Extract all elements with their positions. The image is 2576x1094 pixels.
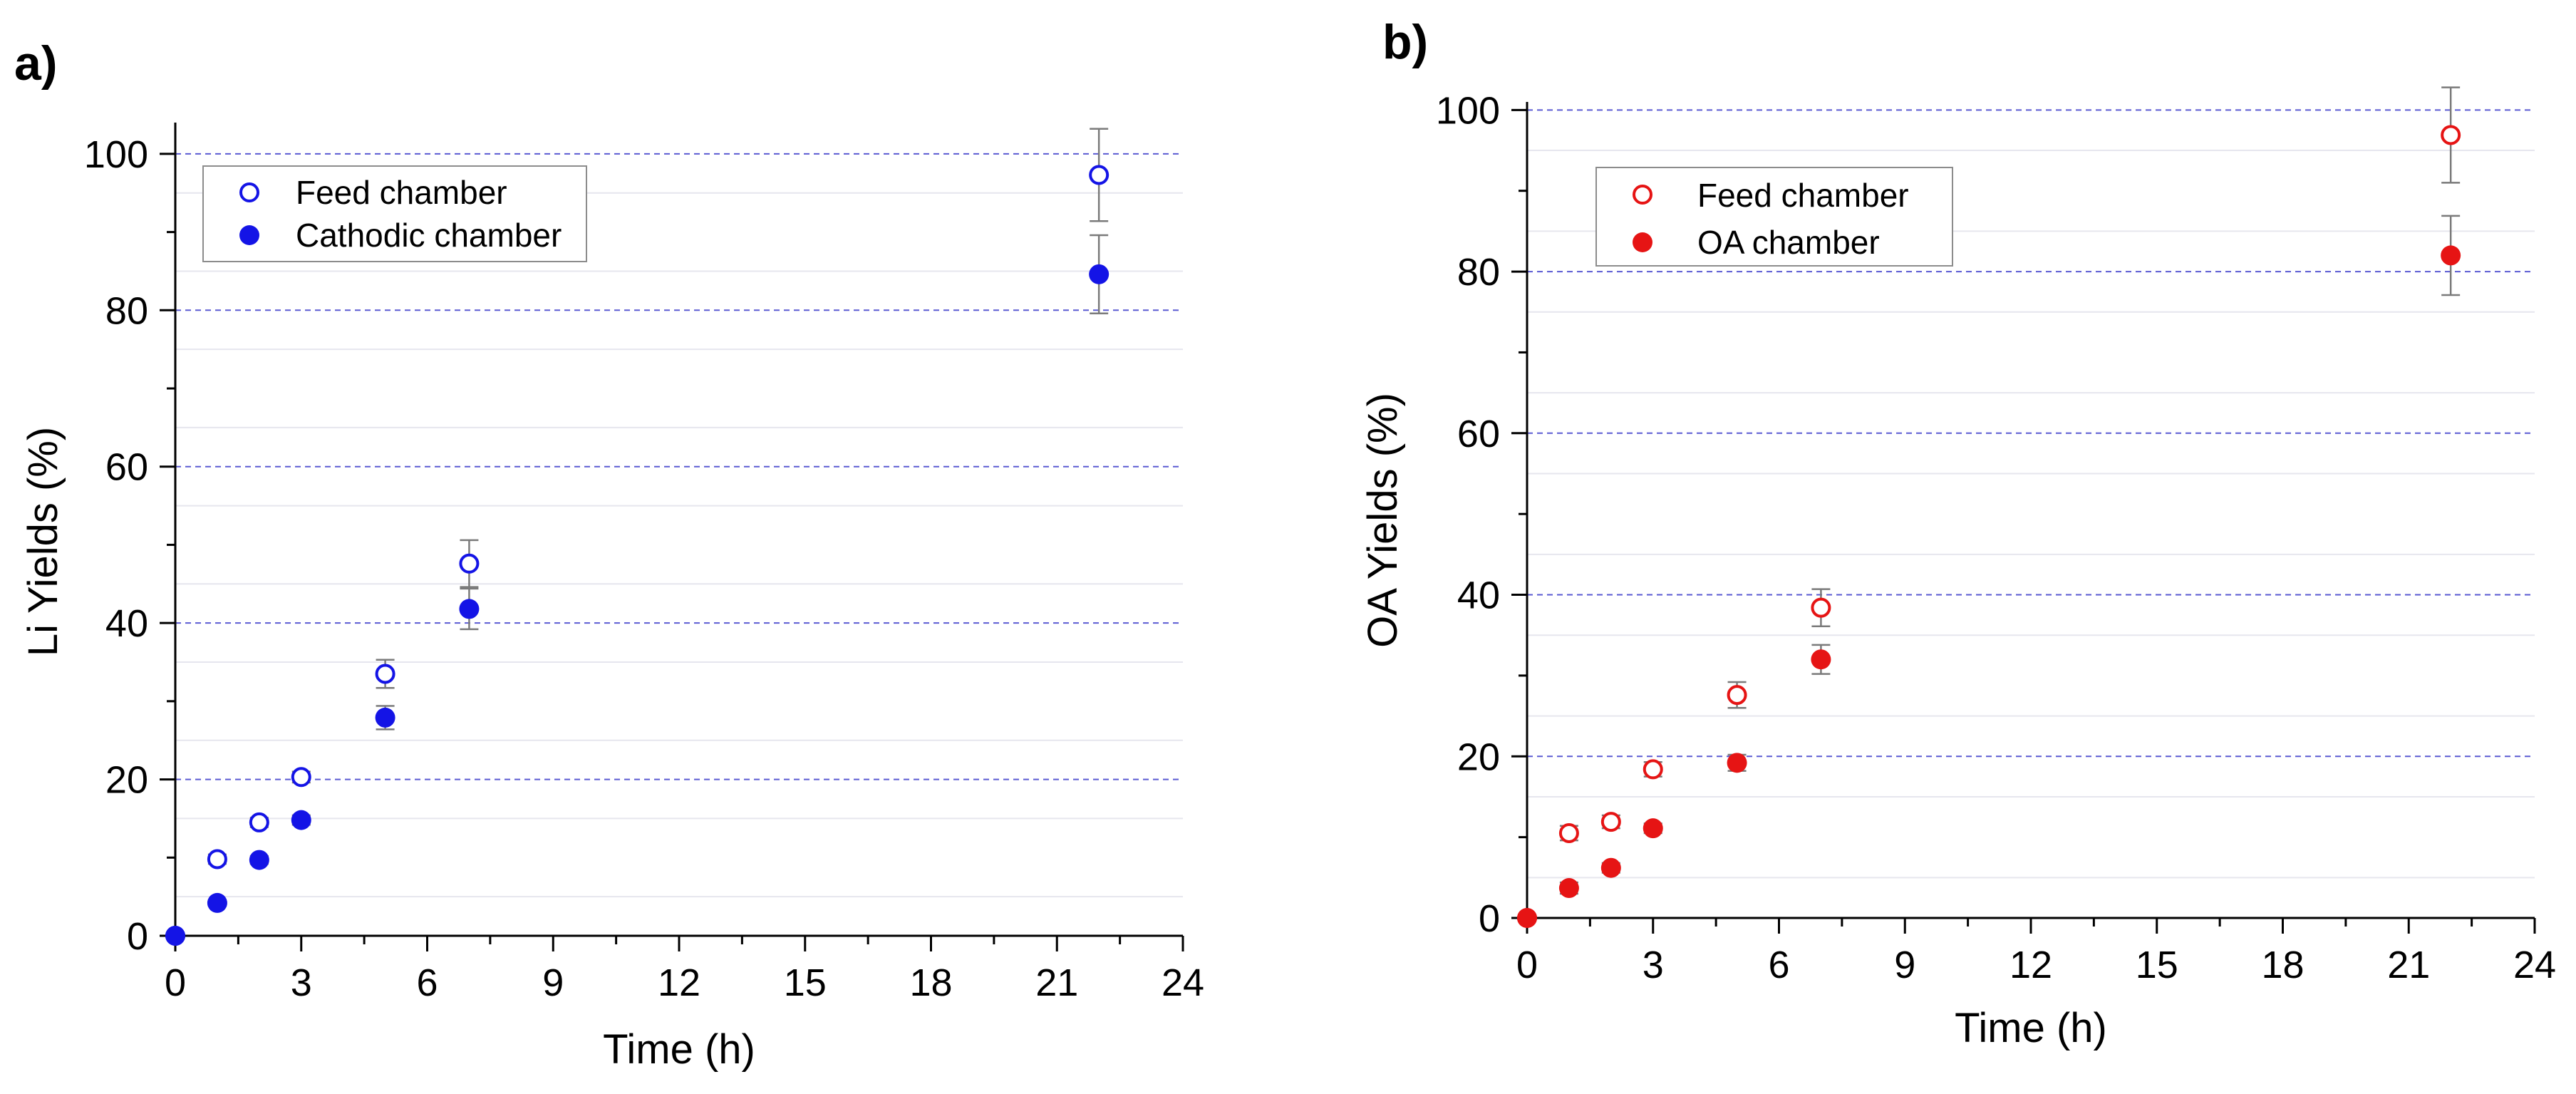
legend-label-feed-a: Feed chamber bbox=[296, 174, 507, 211]
legend-label-oa-b: OA chamber bbox=[1697, 224, 1880, 261]
x-tick-label-a: 24 bbox=[1162, 961, 1204, 1004]
data-point-second-a bbox=[375, 707, 395, 728]
data-point-second-b bbox=[1558, 878, 1579, 899]
data-point-second-a bbox=[165, 926, 185, 946]
ticks-b: 0 20 40 60 80 100 0 3 6 9 12 15 18 21 24 bbox=[1436, 89, 2556, 986]
ticks-a: 0 20 40 60 80 100 0 3 6 9 12 15 18 21 24 bbox=[84, 133, 1204, 1004]
y-tick-label-b: 60 bbox=[1457, 413, 1500, 455]
x-axis-title-a: Time (h) bbox=[603, 1026, 755, 1073]
y-tick-label-a: 80 bbox=[105, 289, 148, 332]
data-point-feed-b bbox=[1643, 759, 1663, 780]
x-tick-label-b: 3 bbox=[1643, 944, 1664, 986]
x-tick-label-b: 18 bbox=[2261, 944, 2304, 986]
data-point-second-b bbox=[1600, 857, 1621, 878]
legend-label-feed-b: Feed chamber bbox=[1697, 177, 1909, 214]
y-tick-label-a: 0 bbox=[127, 915, 148, 958]
y-tick-label-b: 100 bbox=[1436, 89, 1500, 132]
x-tick-label-a: 18 bbox=[909, 961, 952, 1004]
series-a bbox=[165, 128, 1109, 946]
data-point-feed-b bbox=[1558, 822, 1579, 843]
legend-a: Feed chamber Cathodic chamber bbox=[202, 165, 587, 262]
data-point-second-a bbox=[291, 810, 311, 830]
legend-box-a bbox=[202, 165, 587, 262]
x-tick-label-b: 6 bbox=[1768, 944, 1789, 986]
x-axis-title-b: Time (h) bbox=[1955, 1005, 2107, 1051]
y-tick-label-b: 80 bbox=[1457, 251, 1500, 294]
legend-marker-feed-b bbox=[1633, 185, 1652, 205]
data-point-second-a bbox=[1089, 264, 1109, 284]
data-point-second-b bbox=[2441, 245, 2461, 266]
x-tick-label-b: 0 bbox=[1516, 944, 1538, 986]
data-point-feed-b bbox=[2441, 125, 2461, 145]
chart-panel-b: b) 0 20 40 60 80 100 0 3 6 9 12 15 18 21 24 Time (h) O… bbox=[1360, 15, 2556, 1051]
grid-b bbox=[1527, 109, 2535, 879]
data-point-feed-a bbox=[291, 767, 311, 788]
x-tick-label-b: 12 bbox=[2009, 944, 2052, 986]
data-point-second-b bbox=[1517, 908, 1537, 928]
legend-marker-feed-a bbox=[239, 182, 259, 202]
x-tick-label-a: 9 bbox=[542, 961, 564, 1004]
panel-label-a: a) bbox=[14, 36, 57, 91]
x-tick-label-a: 21 bbox=[1035, 961, 1078, 1004]
data-point-second-a bbox=[459, 599, 480, 619]
y-tick-label-a: 100 bbox=[84, 133, 148, 176]
legend-b: Feed chamber OA chamber bbox=[1595, 167, 1953, 267]
legend-box-b bbox=[1595, 167, 1953, 267]
data-point-second-a bbox=[207, 892, 227, 913]
x-tick-label-b: 24 bbox=[2513, 944, 2556, 986]
data-point-feed-b bbox=[1600, 812, 1621, 832]
y-tick-label-b: 0 bbox=[1479, 897, 1500, 940]
data-point-second-a bbox=[249, 850, 269, 870]
y-tick-label-a: 40 bbox=[105, 602, 148, 645]
x-tick-label-a: 6 bbox=[416, 961, 438, 1004]
series-b bbox=[1517, 86, 2461, 928]
y-tick-label-a: 20 bbox=[105, 759, 148, 802]
data-point-feed-a bbox=[459, 553, 480, 574]
data-point-feed-a bbox=[1089, 165, 1109, 185]
data-point-second-b bbox=[1727, 753, 1747, 773]
x-tick-label-b: 15 bbox=[2136, 944, 2178, 986]
y-tick-label-b: 20 bbox=[1457, 736, 1500, 778]
y-axis-title-a: Li Yields (%) bbox=[20, 427, 66, 656]
grid-a bbox=[175, 153, 1183, 898]
x-tick-label-a: 15 bbox=[784, 961, 827, 1004]
data-point-second-b bbox=[1811, 649, 1831, 670]
y-tick-label-b: 40 bbox=[1457, 574, 1500, 617]
x-tick-label-b: 9 bbox=[1894, 944, 1915, 986]
y-tick-label-a: 60 bbox=[105, 446, 148, 489]
y-axis-title-b: OA Yields (%) bbox=[1360, 393, 1406, 648]
x-tick-label-a: 3 bbox=[291, 961, 312, 1004]
data-point-feed-a bbox=[249, 812, 269, 832]
legend-label-cathodic-a: Cathodic chamber bbox=[296, 217, 562, 254]
data-point-feed-b bbox=[1811, 597, 1831, 618]
data-point-feed-b bbox=[1727, 685, 1747, 706]
data-point-second-b bbox=[1643, 818, 1663, 839]
chart-panel-a: a) 0 20 40 60 80 100 0 3 6 9 12 15 18 21 24 Time (h) L… bbox=[14, 36, 1204, 1073]
x-tick-label-a: 12 bbox=[658, 961, 700, 1004]
legend-marker-cathodic-a bbox=[239, 225, 259, 245]
data-point-feed-a bbox=[375, 664, 395, 684]
x-tick-label-a: 0 bbox=[165, 961, 186, 1004]
data-point-feed-a bbox=[207, 849, 227, 869]
legend-marker-oa-b bbox=[1633, 232, 1652, 252]
panel-label-b: b) bbox=[1382, 15, 1428, 69]
x-tick-label-b: 21 bbox=[2387, 944, 2430, 986]
